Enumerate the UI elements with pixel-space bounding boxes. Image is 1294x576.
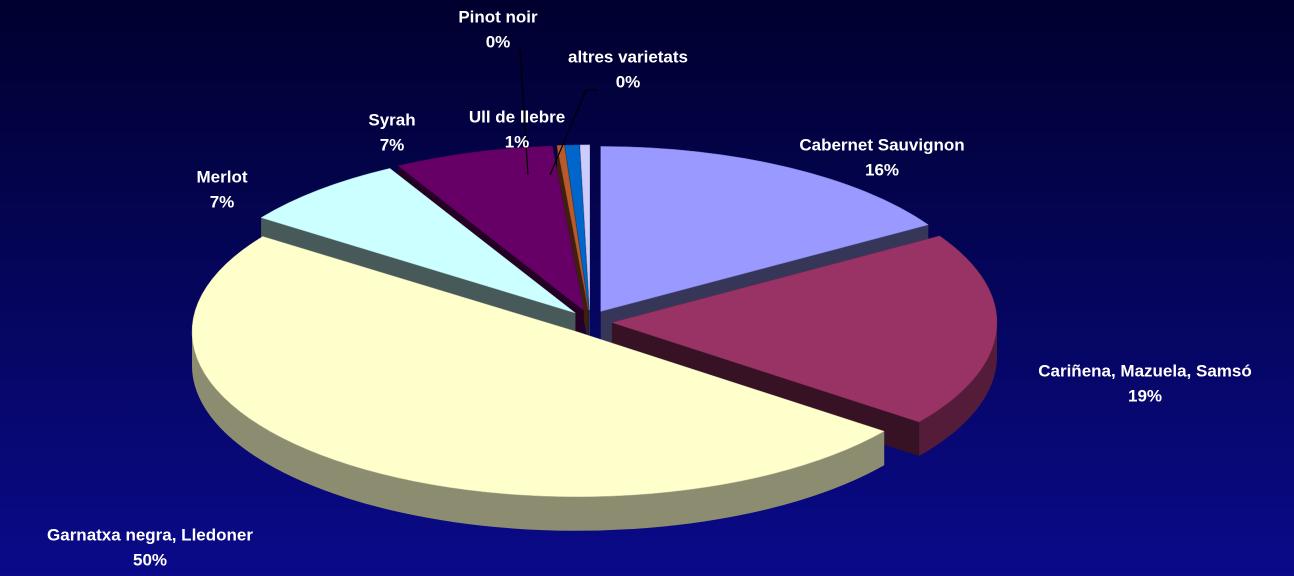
slice-top [260, 168, 576, 314]
slice-label: Merlot [197, 167, 248, 186]
slice-value-label: 0% [616, 72, 641, 91]
leader-line [519, 49, 529, 176]
slice-label: Cabernet Sauvignon [799, 135, 964, 154]
slice-label: altres varietats [568, 47, 688, 66]
slice-label: Garnatxa negra, Lledoner [47, 525, 253, 544]
slice-label: Ull de llebre [469, 107, 565, 126]
slice-top [611, 235, 998, 423]
slice-value-label: 1% [505, 132, 530, 151]
slice-top [556, 145, 589, 310]
leader-line [549, 89, 598, 176]
slice-label: Cariñena, Mazuela, Samsó [1038, 361, 1252, 380]
slice [191, 236, 885, 531]
slice-value-label: 7% [210, 192, 235, 211]
slice-side [919, 322, 997, 457]
slice-value-label: 0% [486, 32, 511, 51]
slice-label: Syrah [368, 110, 415, 129]
slice-top [191, 236, 885, 498]
slice-value-label: 19% [1128, 386, 1162, 405]
slice-value-label: 50% [133, 550, 167, 569]
slice-top [600, 146, 929, 312]
slice-label: Pinot noir [458, 7, 538, 26]
slice-value-label: 7% [380, 135, 405, 154]
slice-top [397, 145, 585, 312]
slice-side [192, 331, 885, 531]
slice-value-label: 16% [865, 160, 899, 179]
slice-top [579, 144, 590, 310]
slice-top [564, 144, 590, 310]
